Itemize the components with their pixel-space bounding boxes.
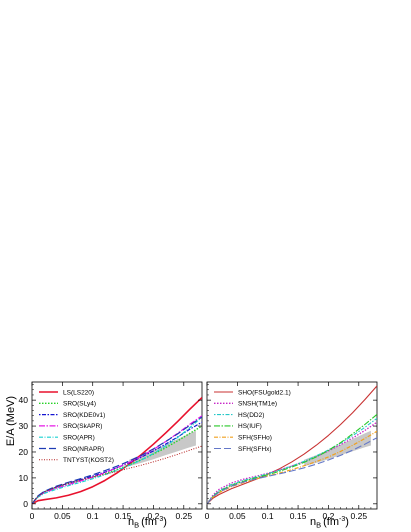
left-panel: 0 0.05 0.1 0.15 0.2 0.25 0 10 20 30 40 LS(LS220) SR… [19,381,203,530]
left-y-tick-label: 30 [19,421,29,431]
right-series-line-6 [207,437,377,505]
right-x-axis-sub: B [316,521,321,530]
right-x-axis-unit: (fm [323,516,339,528]
right-x-axis-unit-close: ) [345,516,349,528]
right-x-tick-label: 0.2 [323,511,335,521]
left-x-tick-label: 0.1 [87,511,99,521]
right-legend-label-2: SNSH(TM1e) [238,401,277,408]
left-legend-label-3: SRO(KDE0v1) [63,412,105,419]
right-series-line-1 [207,385,377,505]
right-x-axis-symbol: n [310,516,316,528]
right-x-tick-label: 0.05 [229,511,246,521]
right-constraint-band [304,430,371,467]
left-y-tick-label: 40 [19,395,29,405]
left-x-tick-label: 0.15 [115,511,132,521]
left-legend-label-1: LS(LS220) [63,389,94,396]
right-x-tick-label: 0.25 [351,511,368,521]
left-legend-label-5: SRO(APR) [63,435,95,442]
left-series-line-1 [32,396,202,505]
right-legend-label-5: SFH(SFHo) [238,435,272,442]
left-y-tick-label: 0 [23,499,28,509]
right-x-axis-title: nB (fm-3) [310,516,349,530]
left-legend-label-7: TNTYST(KOST2) [63,457,114,464]
left-x-tick-label: 0 [30,511,35,521]
left-series-line-7 [32,445,202,505]
left-series-line-4 [32,415,202,505]
left-legend-label-4: SRO(SkAPR) [63,423,102,430]
left-x-tick-label: 0.05 [54,511,71,521]
left-axis-ticks: 0 0.05 0.1 0.15 0.2 0.25 0 10 20 30 40 [19,382,202,521]
right-legend-label-4: HS(IUF) [238,423,262,430]
right-series-line-4 [207,413,377,505]
left-legend-label-2: SRO(SLy4) [63,401,96,408]
left-x-axis-title: nB (fm-3) [128,516,167,530]
right-legend-label-6: SFH(SFHx) [238,446,272,453]
right-panel: 0 0.05 0.1 0.15 0.2 0.25 SHO(FSUgold2.1) SNSH(… [205,381,378,530]
right-legend-label-3: HS(DD2) [238,412,264,419]
right-legend: SHO(FSUgold2.1) SNSH(TM1e) HS(DD2) HS(IUF) S… [214,389,291,453]
left-x-axis-symbol: n [128,516,134,528]
left-curves [32,396,202,505]
left-y-tick-label: 20 [19,447,29,457]
right-x-tick-label: 0.1 [262,511,274,521]
right-x-tick-label: 0 [205,511,210,521]
left-y-tick-label: 10 [19,473,29,483]
left-series-line-2 [32,425,202,505]
left-legend: LS(LS220) SRO(SLy4) SRO(KDE0v1) SRO(SkAPR) S… [39,389,114,464]
right-x-tick-label: 0.15 [290,511,307,521]
right-legend-label-1: SHO(FSUgold2.1) [238,389,291,396]
right-x-axis-unit-sup: -3 [339,516,345,523]
right-curves [207,385,377,505]
right-series-line-3 [207,417,377,505]
right-band-group [304,430,371,467]
y-axis-title: E/A (MeV) [5,396,17,446]
left-x-tick-label: 0.25 [176,511,193,521]
left-x-axis-sub: B [134,521,139,530]
left-x-axis-unit: (fm [141,516,157,528]
right-axis-ticks: 0 0.05 0.1 0.15 0.2 0.25 [205,382,377,521]
left-x-tick-label: 0.2 [148,511,160,521]
left-series-line-5 [32,416,202,505]
left-legend-label-6: SRO(NRAPR) [63,446,104,453]
left-x-axis-unit-close: ) [163,516,167,528]
left-x-axis-unit-sup: -3 [157,516,163,523]
left-series-line-6 [32,416,202,505]
